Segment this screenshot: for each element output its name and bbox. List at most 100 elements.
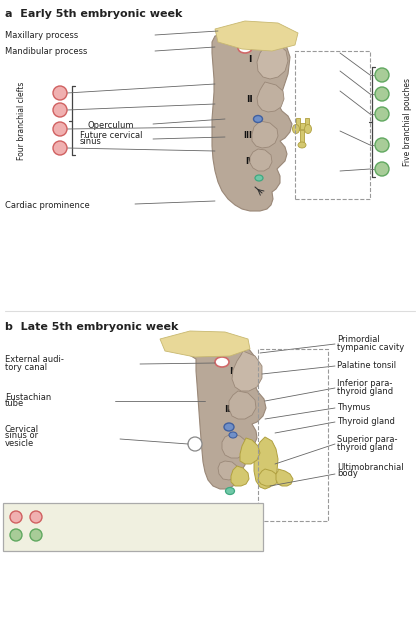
Text: arches: arches [179, 521, 207, 530]
Text: tympanic cavity: tympanic cavity [337, 343, 404, 352]
Text: 5: 5 [379, 165, 384, 174]
Circle shape [375, 68, 389, 82]
Text: tory canal: tory canal [5, 362, 47, 372]
Text: 1: 1 [58, 89, 63, 97]
Text: Cervical: Cervical [5, 425, 39, 433]
Text: III: III [221, 442, 231, 450]
Ellipse shape [304, 125, 311, 133]
Text: Thyroid gland: Thyroid gland [337, 418, 395, 426]
Ellipse shape [254, 116, 262, 123]
Bar [3, 503, 263, 551]
Text: Inferior para-: Inferior para- [337, 379, 392, 389]
Ellipse shape [215, 357, 229, 367]
Text: Operculum: Operculum [88, 121, 135, 130]
Text: External audi-: External audi- [5, 355, 64, 364]
Polygon shape [258, 469, 278, 486]
Text: Branchial: Branchial [179, 515, 219, 523]
Polygon shape [252, 121, 278, 148]
Text: 2: 2 [58, 106, 63, 114]
Circle shape [375, 87, 389, 101]
Text: vesicle: vesicle [5, 438, 34, 447]
Bar [258, 349, 328, 521]
Polygon shape [305, 118, 309, 130]
Ellipse shape [298, 142, 306, 148]
Text: body: body [337, 469, 358, 479]
Polygon shape [232, 351, 262, 391]
Text: Branchial clefts: Branchial clefts [46, 513, 111, 521]
Text: thyroid gland: thyroid gland [337, 386, 393, 396]
Text: 1: 1 [13, 513, 19, 521]
Text: Mandibular process: Mandibular process [5, 47, 88, 55]
Polygon shape [222, 434, 247, 458]
Text: 1: 1 [13, 530, 19, 540]
Text: tube: tube [5, 399, 24, 408]
Text: Superior para-: Superior para- [337, 435, 397, 445]
Circle shape [10, 511, 22, 523]
Polygon shape [240, 438, 260, 464]
Polygon shape [160, 331, 250, 357]
Ellipse shape [255, 175, 263, 181]
Text: Primordial: Primordial [337, 335, 380, 345]
Ellipse shape [229, 432, 237, 438]
Text: sinus: sinus [80, 138, 102, 147]
Circle shape [53, 122, 67, 136]
Text: III: III [244, 130, 253, 140]
Text: 2: 2 [379, 89, 384, 99]
Text: IV: IV [245, 157, 255, 165]
Text: II: II [246, 94, 254, 104]
Polygon shape [250, 149, 272, 171]
Polygon shape [215, 21, 298, 51]
Text: Maxillary process: Maxillary process [5, 30, 78, 40]
Text: Cardiac prominence: Cardiac prominence [5, 201, 90, 209]
Polygon shape [257, 41, 288, 79]
Ellipse shape [292, 125, 299, 133]
Polygon shape [298, 123, 307, 129]
Ellipse shape [226, 487, 234, 494]
Text: 4: 4 [58, 143, 63, 152]
Polygon shape [231, 466, 249, 486]
Polygon shape [212, 31, 292, 211]
Text: IV: IV [167, 513, 175, 521]
Circle shape [375, 138, 389, 152]
Text: 1: 1 [379, 70, 384, 79]
Text: a  Early 5th embryonic week: a Early 5th embryonic week [5, 9, 182, 19]
Text: IV: IV [221, 467, 231, 476]
Circle shape [188, 437, 202, 451]
Polygon shape [296, 118, 300, 130]
Ellipse shape [224, 423, 234, 431]
Text: II: II [225, 404, 231, 413]
Polygon shape [229, 391, 256, 419]
Polygon shape [276, 469, 293, 486]
Text: 3: 3 [58, 125, 63, 133]
Text: –: – [161, 513, 165, 521]
Text: Palatine tonsil: Palatine tonsil [337, 362, 396, 370]
Bar [295, 51, 370, 199]
Text: –: – [24, 512, 29, 522]
Polygon shape [175, 338, 266, 489]
Text: Future cervical: Future cervical [80, 130, 143, 140]
Text: I: I [229, 367, 233, 376]
Text: 4: 4 [33, 513, 39, 521]
Text: b  Late 5th embryonic week: b Late 5th embryonic week [5, 322, 178, 332]
Text: 3: 3 [379, 109, 384, 118]
Circle shape [375, 162, 389, 176]
Polygon shape [300, 130, 304, 142]
Text: Thymus: Thymus [337, 403, 370, 413]
Text: I: I [156, 513, 158, 521]
Polygon shape [218, 461, 239, 480]
Text: sinus or: sinus or [5, 431, 38, 440]
Text: Branchial pouches: Branchial pouches [46, 530, 124, 540]
Circle shape [375, 107, 389, 121]
Circle shape [53, 103, 67, 117]
Text: Ultimobranchial: Ultimobranchial [337, 462, 404, 472]
Text: 5: 5 [33, 530, 38, 540]
Text: thyroid gland: thyroid gland [337, 442, 393, 452]
Circle shape [30, 511, 42, 523]
Text: I: I [248, 55, 252, 64]
Ellipse shape [238, 43, 252, 53]
Polygon shape [257, 82, 284, 112]
Text: Four branchial clefts: Four branchial clefts [18, 82, 27, 160]
Polygon shape [254, 437, 278, 489]
Circle shape [30, 529, 42, 541]
Text: Five branchial pouches: Five branchial pouches [404, 78, 412, 166]
